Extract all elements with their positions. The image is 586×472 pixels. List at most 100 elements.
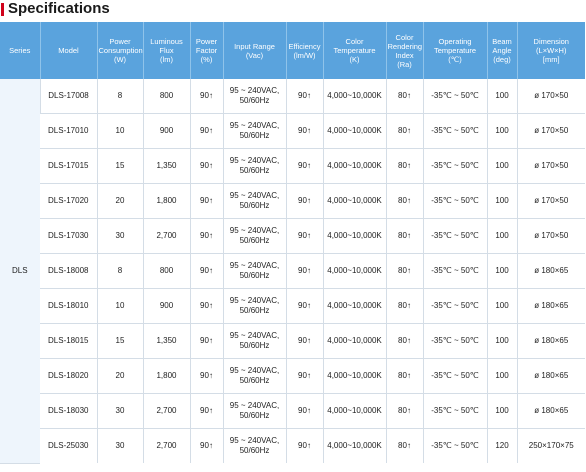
color-temperature-cell: 4,000~10,000K [322,183,386,219]
table-row: DLS-25030 30 2,700 90↑ 95 ~ 240VAC, 50/60Hz 90… [0,428,585,463]
input-range-cell: 95 ~ 240VAC, 50/60Hz [222,183,286,219]
table-row: DLS-18020 20 1,800 90↑ 95 ~ 240VAC, 50/60Hz 90… [0,358,585,394]
cri-cell: 80↑ [385,358,423,394]
model-cell: DLS-18030 [40,393,97,429]
column-header: Model [39,22,97,79]
dimension-cell: ø 180×65 [516,393,585,429]
column-header: Power Factor (%) [189,22,223,79]
flux-cell: 800 [142,79,190,114]
title-accent-bar [1,3,4,16]
model-cell: DLS-18008 [40,253,97,289]
model-cell: DLS-17008 [39,79,97,114]
power-cell: 15 [96,148,143,184]
power-factor-cell: 90↑ [189,288,223,324]
beam-angle-cell: 100 [486,113,517,149]
dimension-cell: ø 170×50 [516,113,585,149]
beam-angle-cell: 100 [486,393,517,429]
power-cell: 30 [96,218,143,254]
flux-cell: 900 [142,288,190,324]
column-header: Color Temperature (K) [322,22,386,79]
beam-angle-cell: 120 [486,428,517,463]
beam-angle-cell: 100 [486,323,517,359]
power-cell: 8 [96,253,143,289]
power-cell: 15 [96,323,143,359]
cri-cell: 80↑ [385,218,423,254]
input-range-cell: 95 ~ 240VAC, 50/60Hz [222,323,286,359]
efficiency-cell: 90↑ [285,113,323,149]
operating-temperature-cell: -35℃ ~ 50℃ [422,148,487,184]
beam-angle-cell: 100 [486,148,517,184]
column-header: Efficiency (lm/W) [285,22,323,79]
table-row: DLS-18008 8 800 90↑ 95 ~ 240VAC, 50/60Hz 90↑ 4,… [0,253,585,289]
column-header: Power Consumption (W) [96,22,143,79]
power-factor-cell: 90↑ [189,253,223,289]
power-factor-cell: 90↑ [189,428,223,463]
power-factor-cell: 90↑ [189,183,223,219]
column-header: Color Rendering Index (Ra) [385,22,423,79]
operating-temperature-cell: -35℃ ~ 50℃ [422,393,487,429]
color-temperature-cell: 4,000~10,000K [322,393,386,429]
power-factor-cell: 90↑ [189,358,223,394]
dimension-cell: ø 180×65 [516,253,585,289]
cri-cell: 80↑ [385,148,423,184]
power-factor-cell: 90↑ [189,393,223,429]
power-factor-cell: 90↑ [189,218,223,254]
column-header: Dimension (L×W×H) [mm] [516,22,585,79]
model-cell: DLS-17010 [40,113,97,149]
color-temperature-cell: 4,000~10,000K [322,113,386,149]
model-cell: DLS-17030 [40,218,97,254]
column-header: Operating Temperature (℃) [422,22,487,79]
power-factor-cell: 90↑ [189,323,223,359]
input-range-cell: 95 ~ 240VAC, 50/60Hz [222,218,286,254]
column-header: Luminous Flux (lm) [142,22,190,79]
beam-angle-cell: 100 [486,218,517,254]
dimension-cell: ø 170×50 [516,79,585,114]
flux-cell: 900 [142,113,190,149]
series-cell: DLS [0,79,40,464]
beam-angle-cell: 100 [486,79,517,114]
operating-temperature-cell: -35℃ ~ 50℃ [422,183,487,219]
power-factor-cell: 90↑ [189,148,223,184]
column-header: Input Range (Vac) [222,22,286,79]
model-cell: DLS-25030 [48,441,89,450]
title-row: Specifications [0,0,586,22]
efficiency-cell: 90↑ [285,288,323,324]
operating-temperature-cell: -35℃ ~ 50℃ [422,218,487,254]
column-header: Beam Angle (deg) [486,22,517,79]
color-temperature-cell: 4,000~10,000K [322,253,386,289]
model-cell: DLS-18020 [40,358,97,394]
input-range-cell: 95 ~ 240VAC, 50/60Hz [222,428,286,463]
flux-cell: 1,350 [142,323,190,359]
model-cell: DLS-18015 [40,323,97,359]
dimension-cell: ø 170×50 [516,183,585,219]
efficiency-cell: 90↑ [285,428,323,463]
dimension-cell: ø 180×65 [516,323,585,359]
dimension-cell: ø 170×50 [516,218,585,254]
model-cell: DLS-17020 [40,183,97,219]
power-cell: 20 [96,183,143,219]
cri-cell: 80↑ [385,288,423,324]
table-header-row: Series Model Power Consumption (W) Luminou… [0,22,585,79]
power-cell: 8 [96,79,143,114]
input-range-cell: 95 ~ 240VAC, 50/60Hz [222,113,286,149]
input-range-cell: 95 ~ 240VAC, 50/60Hz [222,288,286,324]
efficiency-cell: 90↑ [285,218,323,254]
cri-cell: 80↑ [385,323,423,359]
power-cell: 20 [96,358,143,394]
operating-temperature-cell: -35℃ ~ 50℃ [422,428,487,463]
color-temperature-cell: 4,000~10,000K [322,79,386,114]
flux-cell: 1,800 [142,358,190,394]
operating-temperature-cell: -35℃ ~ 50℃ [422,288,487,324]
table-row: DLS-17015 15 1,350 90↑ 95 ~ 240VAC, 50/60Hz 90… [0,148,585,184]
efficiency-cell: 90↑ [285,358,323,394]
efficiency-cell: 90↑ [285,393,323,429]
color-temperature-cell: 4,000~10,000K [322,218,386,254]
cri-cell: 80↑ [385,113,423,149]
page-title: Specifications [8,0,110,17]
input-range-cell: 95 ~ 240VAC, 50/60Hz [222,393,286,429]
flux-cell: 2,700 [142,393,190,429]
cri-cell: 80↑ [385,393,423,429]
color-temperature-cell: 4,000~10,000K [322,323,386,359]
operating-temperature-cell: -35℃ ~ 50℃ [422,253,487,289]
color-temperature-cell: 4,000~10,000K [322,428,386,463]
